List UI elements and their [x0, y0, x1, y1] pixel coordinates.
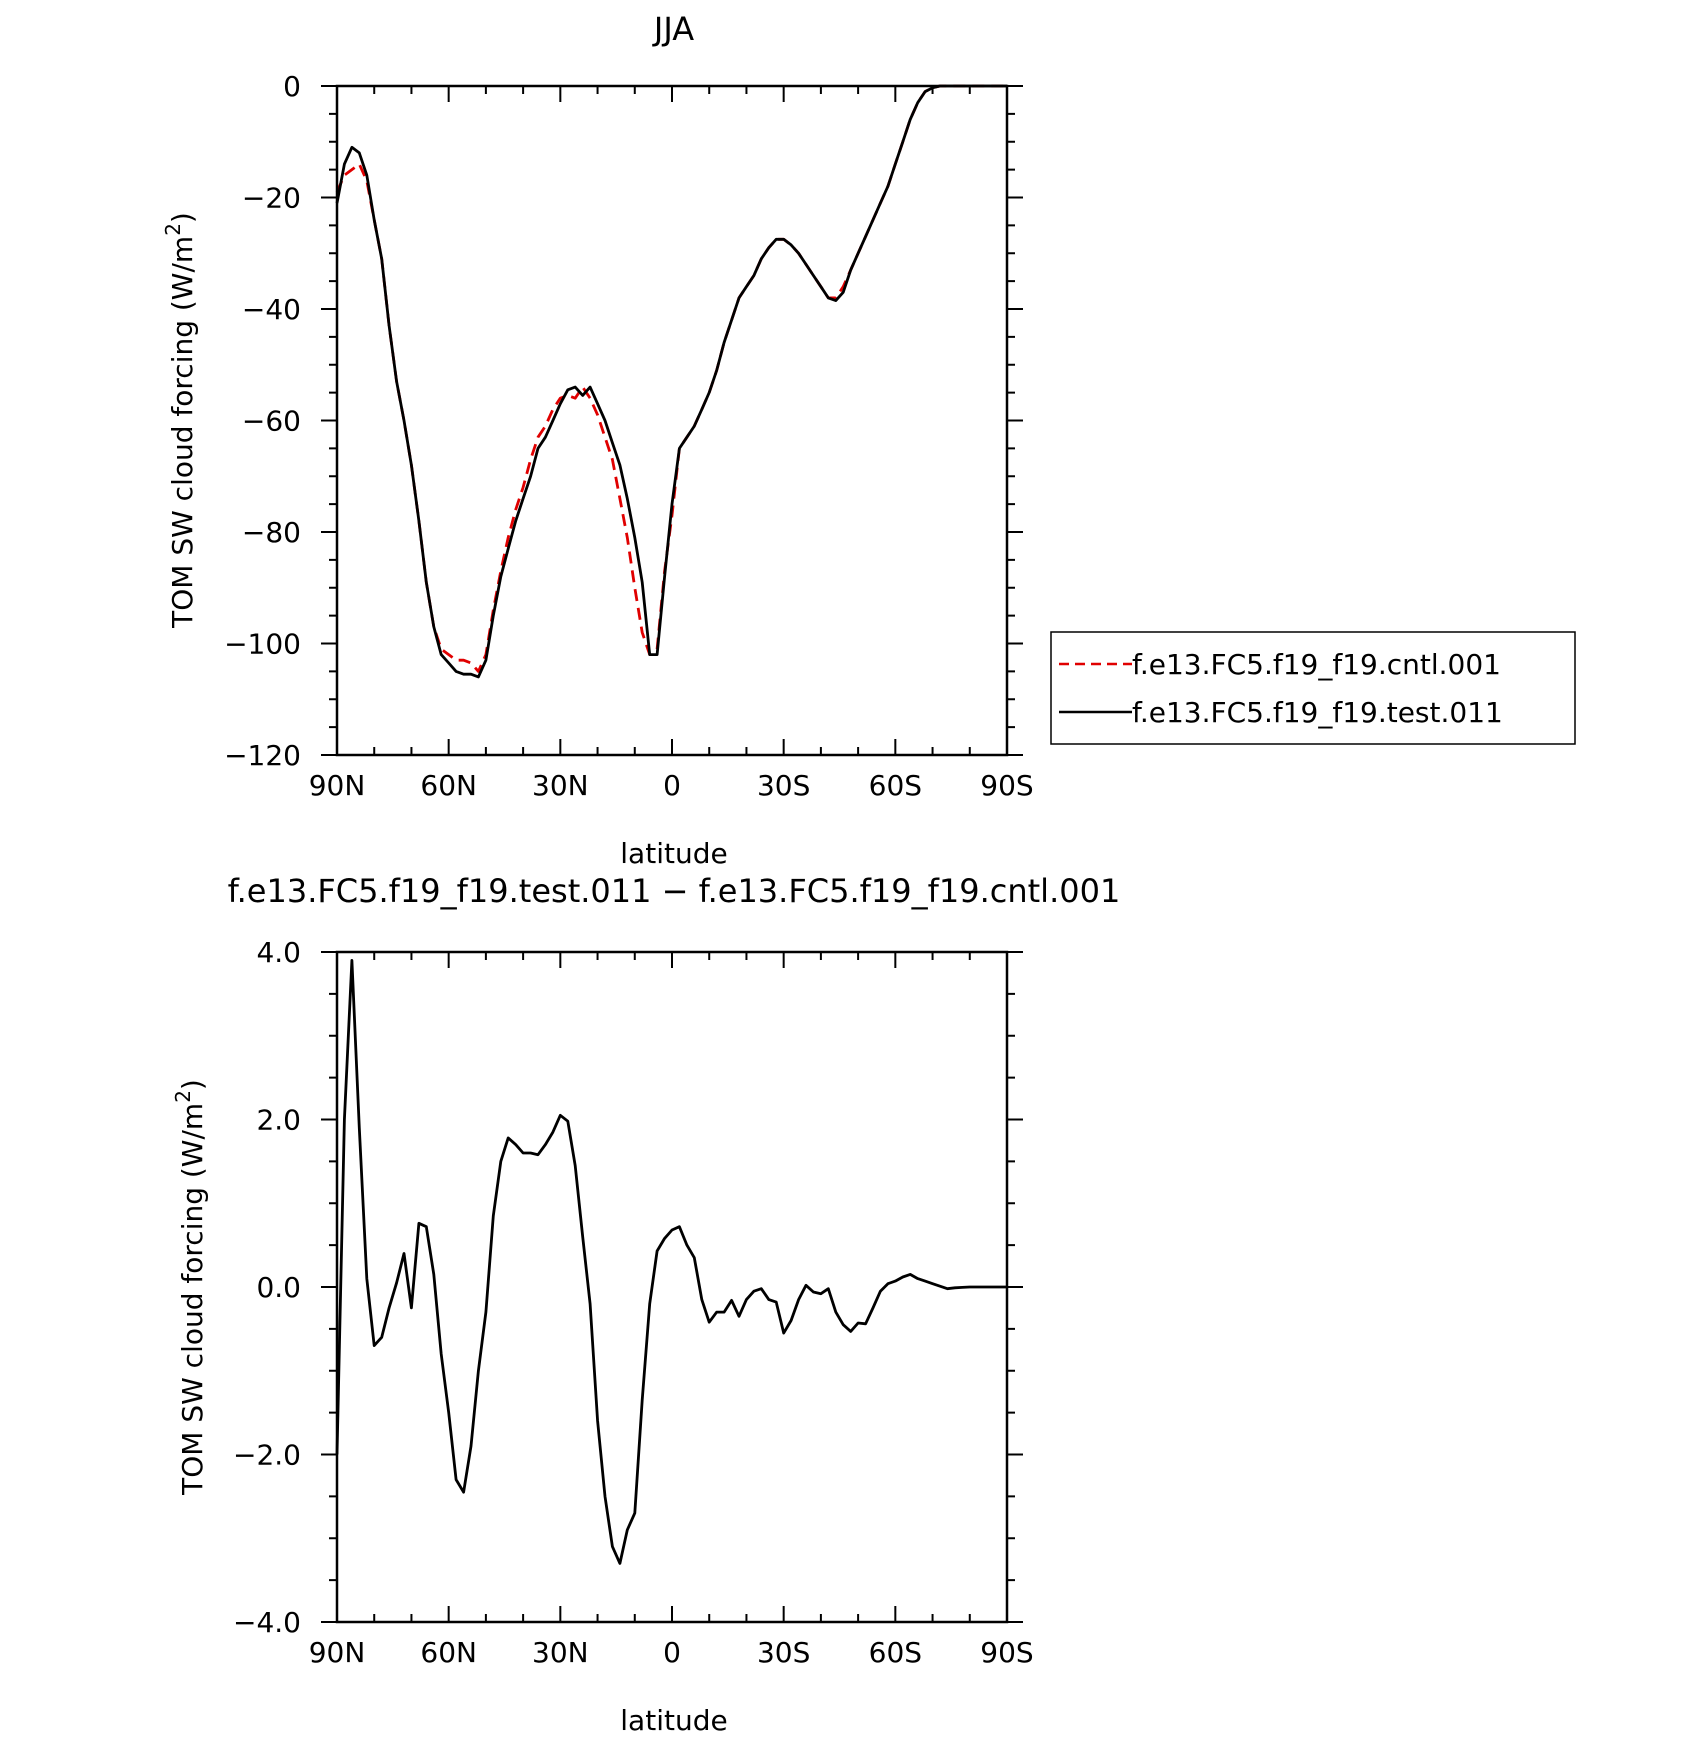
x-tick-label: 90S	[980, 769, 1033, 802]
x-tick-label: 30N	[532, 1636, 589, 1669]
y-tick-label: −2.0	[233, 1439, 301, 1472]
bottom-chart-ticks	[321, 951, 1023, 1623]
bottom-chart-plot-frame	[335, 950, 1009, 1624]
top-chart-y-axis-label: TOM SW cloud forcing (W/m2)	[161, 212, 199, 629]
x-tick-label: 60S	[869, 769, 922, 802]
legend-label-test: f.e13.FC5.f19_f19.test.011	[1132, 696, 1503, 729]
series-line-test	[335, 84, 1007, 679]
y-tick-label: −60	[242, 405, 301, 438]
x-tick-label: 60N	[420, 769, 477, 802]
bottom-chart-title: f.e13.FC5.f19_f19.test.011 − f.e13.FC5.f…	[228, 872, 1121, 910]
top-chart-x-tick-labels: 90N 60N 30N 0 30S 60S 90S	[309, 769, 1034, 802]
y-tick-label: 2.0	[256, 1104, 301, 1137]
legend-box	[1050, 631, 1576, 745]
top-chart-lines	[335, 84, 1007, 679]
x-tick-label: 30S	[757, 769, 810, 802]
x-tick-label: 30N	[532, 769, 589, 802]
x-tick-label: 60S	[869, 1636, 922, 1669]
top-chart-ticks	[321, 85, 1023, 756]
series-line-cntl	[335, 84, 1007, 673]
series-line-difference	[335, 959, 1007, 1565]
y-tick-label: 0.0	[256, 1271, 301, 1304]
legend: f.e13.FC5.f19_f19.cntl.001 f.e13.FC5.f19…	[1050, 631, 1576, 745]
y-tick-label: −100	[224, 628, 301, 661]
y-tick-label: 4.0	[256, 936, 301, 969]
y-tick-label: −40	[242, 293, 301, 326]
x-tick-label: 90S	[980, 1636, 1033, 1669]
bottom-chart-y-tick-labels: 4.0 2.0 0.0 −2.0 −4.0	[233, 936, 301, 1639]
x-tick-label: 0	[663, 1636, 681, 1669]
bottom-chart-x-tick-labels: 90N 60N 30N 0 30S 60S 90S	[309, 1636, 1034, 1669]
bottom-chart-lines	[335, 959, 1007, 1565]
y-tick-label: −4.0	[233, 1606, 301, 1639]
x-tick-label: 0	[663, 769, 681, 802]
bottom-chart-x-axis-label: latitude	[620, 1704, 727, 1737]
legend-label-cntl: f.e13.FC5.f19_f19.cntl.001	[1132, 648, 1501, 681]
x-tick-label: 90N	[309, 769, 366, 802]
top-chart-title: JJA	[652, 10, 694, 48]
bottom-chart: f.e13.FC5.f19_f19.test.011 − f.e13.FC5.f…	[171, 872, 1120, 1737]
y-tick-label: 0	[283, 70, 301, 103]
bottom-chart-y-axis-label: TOM SW cloud forcing (W/m2)	[171, 1079, 209, 1496]
y-tick-label: −80	[242, 516, 301, 549]
top-chart-plot-frame	[335, 84, 1009, 757]
y-tick-label: −120	[224, 739, 301, 772]
top-chart: JJA 0 −20 −40 −60 −80 −100 −120 90N 60N 30N 0 30S 6…	[161, 10, 1034, 870]
top-chart-x-axis-label: latitude	[620, 837, 727, 870]
x-tick-label: 30S	[757, 1636, 810, 1669]
top-chart-y-tick-labels: 0 −20 −40 −60 −80 −100 −120	[224, 70, 301, 772]
x-tick-label: 90N	[309, 1636, 366, 1669]
y-tick-label: −20	[242, 182, 301, 215]
x-tick-label: 60N	[420, 1636, 477, 1669]
